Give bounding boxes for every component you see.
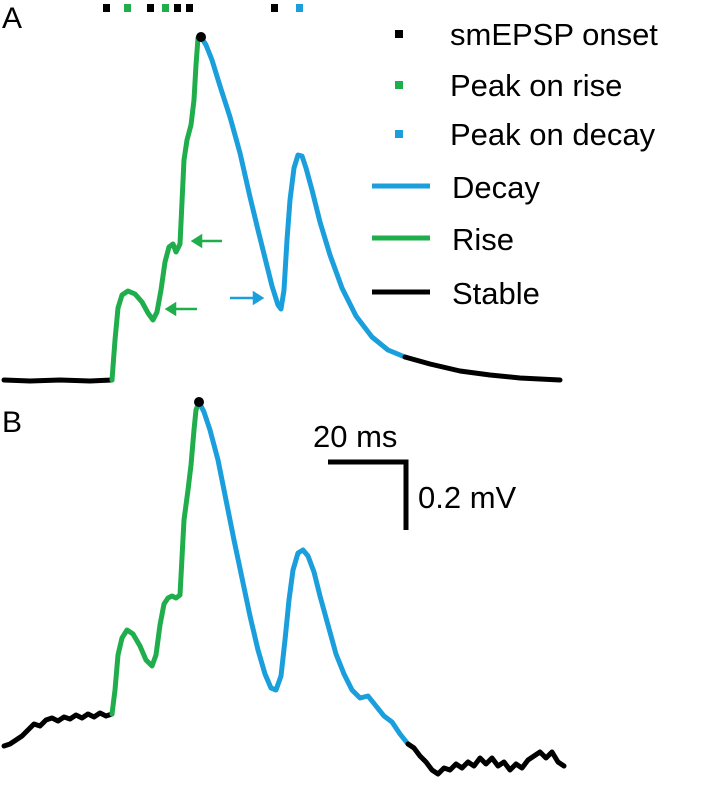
legend-label-stable: Stable [452,276,540,311]
stable-segment [402,354,563,383]
panel-a-trace [1,32,563,384]
rise-peak-marker [162,4,169,12]
panel-label-a: A [2,2,22,35]
legend-marker-rise-peak [395,81,403,89]
stable-segment [405,741,567,777]
scale-bar: 20 ms 0.2 mV [313,419,517,530]
scale-voltage-label: 0.2 mV [418,480,517,515]
scale-time-label: 20 ms [313,419,397,454]
onset-marker [174,4,181,12]
rise-arrow [164,301,197,317]
panel-label-b: B [2,406,22,439]
decay-segment [196,399,411,747]
rise-peak-marker [124,4,131,12]
scale-bar-lines [328,459,409,530]
stable-segment [1,710,115,749]
rise-segment [109,34,204,383]
legend-label-onset: smEPSP onset [450,17,658,52]
onset-marker [186,4,193,12]
legend: smEPSP onset Peak on rise Peak on decay … [372,17,658,311]
decay-segment [198,34,408,360]
legend-label-decay: Decay [452,170,540,205]
legend-label-decay-peak: Peak on decay [450,117,656,152]
legend-label-rise-peak: Peak on rise [450,68,622,103]
legend-label-rise: Rise [452,222,514,257]
stable-segment [1,377,115,384]
onset-marker [271,4,278,12]
onset-marker [103,4,110,12]
event-markers [103,4,303,12]
rise-segment [109,399,202,717]
peak-dot [196,32,206,42]
decay-arrow [230,290,265,306]
legend-marker-decay-peak [395,130,403,138]
rise-arrow [190,233,222,249]
onset-marker [147,4,154,12]
legend-marker-onset [395,30,403,38]
decay-peak-marker [296,4,303,12]
peak-dot [194,397,204,407]
panel-b-trace [1,397,567,777]
